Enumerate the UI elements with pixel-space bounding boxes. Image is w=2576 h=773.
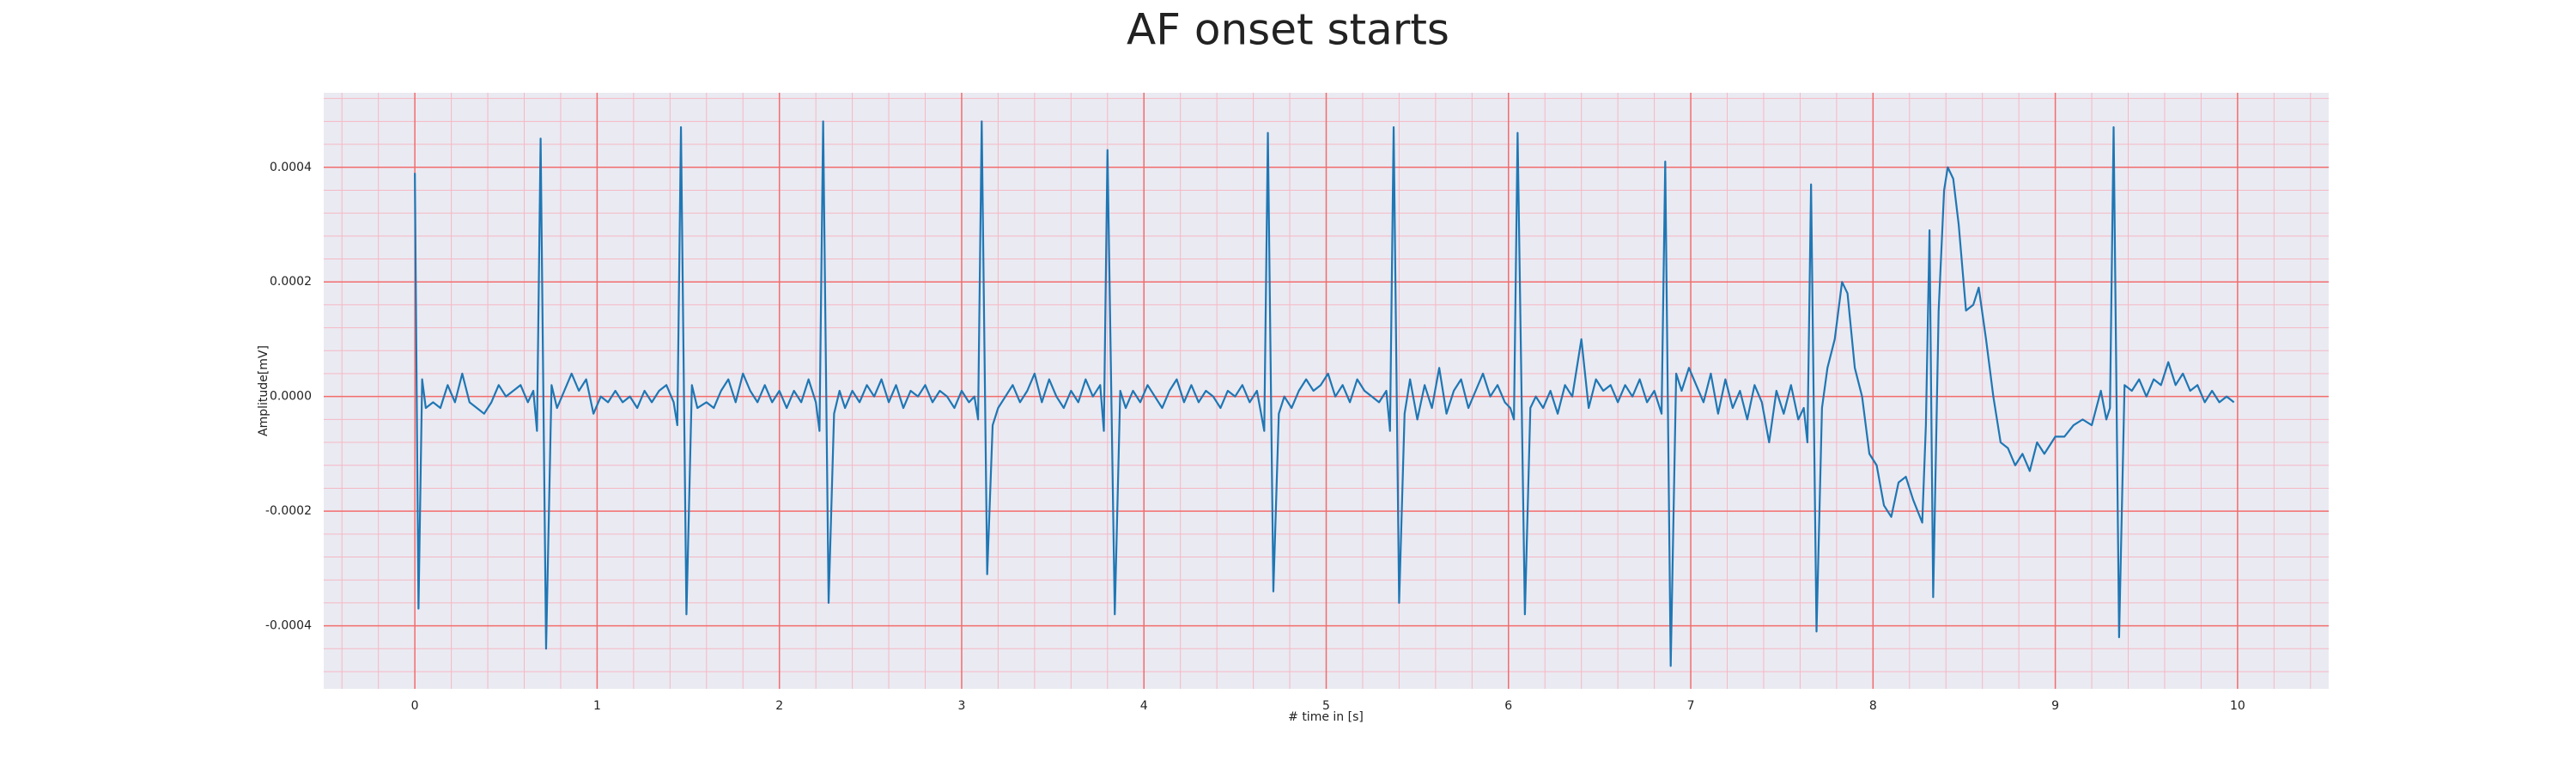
y-tick-label: -0.0004 [265, 619, 312, 633]
y-tick-label: 0.0002 [270, 275, 312, 289]
y-tick-label: -0.0002 [265, 504, 312, 518]
x-tick-label: 0 [411, 699, 419, 713]
x-tick-label: 1 [593, 699, 601, 713]
x-tick-label: 3 [957, 699, 965, 713]
x-tick-label: 6 [1504, 699, 1512, 713]
y-axis-label: Amplitude[mV] [257, 345, 270, 436]
y-tick-label: 0.0000 [270, 390, 312, 404]
x-axis-label: # time in [s] [1288, 710, 1364, 724]
x-tick-label: 8 [1869, 699, 1877, 713]
x-tick-label: 5 [1322, 699, 1330, 713]
x-tick-label: 9 [2051, 699, 2059, 713]
chart-title: AF onset starts [1127, 5, 1449, 55]
x-tick-label: 7 [1687, 699, 1695, 713]
x-tick-label: 4 [1140, 699, 1148, 713]
x-tick-label: 10 [2230, 699, 2245, 713]
line-series [414, 120, 2235, 667]
x-tick-label: 2 [775, 699, 783, 713]
y-tick-label: 0.0004 [270, 161, 312, 174]
